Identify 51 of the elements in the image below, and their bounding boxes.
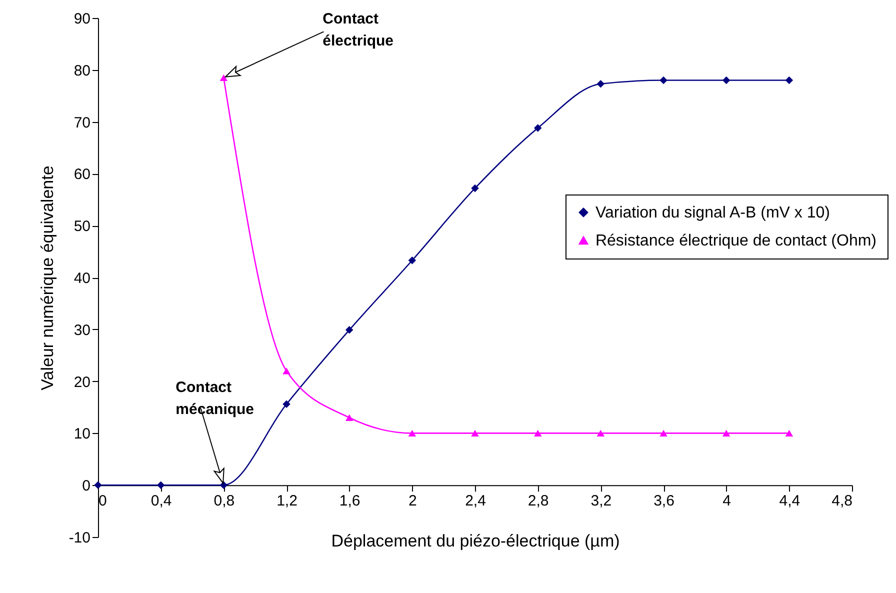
point [471,184,479,192]
point [534,124,542,132]
point [596,430,605,437]
y-tick-label: 50 [74,218,90,236]
point [722,430,730,437]
point [660,76,668,84]
point [282,400,290,408]
legend-label: Variation du signal A-B (mV x 10) [595,204,830,222]
y-tick-label: 80 [74,62,90,80]
x-tick-label: 2,4 [465,492,486,510]
annotation: Contact mécanique [176,379,254,418]
point [785,430,794,437]
x-tick-label: 1,2 [276,492,298,510]
x-tick-label: 3,6 [654,492,674,510]
legend-label: Résistance électrique de contact (Ohm) [595,232,876,250]
y-tick-label: 30 [74,322,90,339]
x-tick-label: 0 [98,492,107,510]
x-tick-label: 4 [722,492,732,510]
point [220,74,228,82]
x-tick-label: 2,8 [528,492,549,510]
point [660,430,668,437]
annotation: Contact électrique [322,10,394,50]
point [471,430,479,437]
point [220,481,228,489]
x-tick-label: 1,6 [339,492,360,510]
point [408,256,416,264]
point [156,481,165,489]
point [785,76,794,84]
y-axis-title: Valeur numérique équivalente [38,166,57,390]
y-tick-label: 10 [74,426,90,443]
y-tick-label: 60 [74,166,90,184]
point [534,430,542,437]
x-tick-label: 4,4 [779,492,800,510]
x-tick-label: 2 [408,492,417,510]
point [345,326,354,334]
point [596,80,605,88]
point [722,76,730,84]
point [345,414,354,421]
x-tick-label: 3,2 [590,492,612,510]
y-tick-label: 90 [74,10,90,28]
y-tick-label: 0 [82,478,90,495]
y-tick-label: -10 [68,530,90,546]
point [282,368,290,374]
y-tick-label: 70 [74,114,90,132]
y-tick-label: 40 [74,270,90,287]
y-tick-label: 20 [74,374,90,391]
x-axis-title: Déplacement du piézo-électrique (µm) [331,532,620,551]
x-tick-label: 4,8 [832,492,852,510]
point [408,430,416,437]
x-tick-label: 0,8 [214,492,235,510]
x-tick-label: 0,4 [150,492,172,510]
